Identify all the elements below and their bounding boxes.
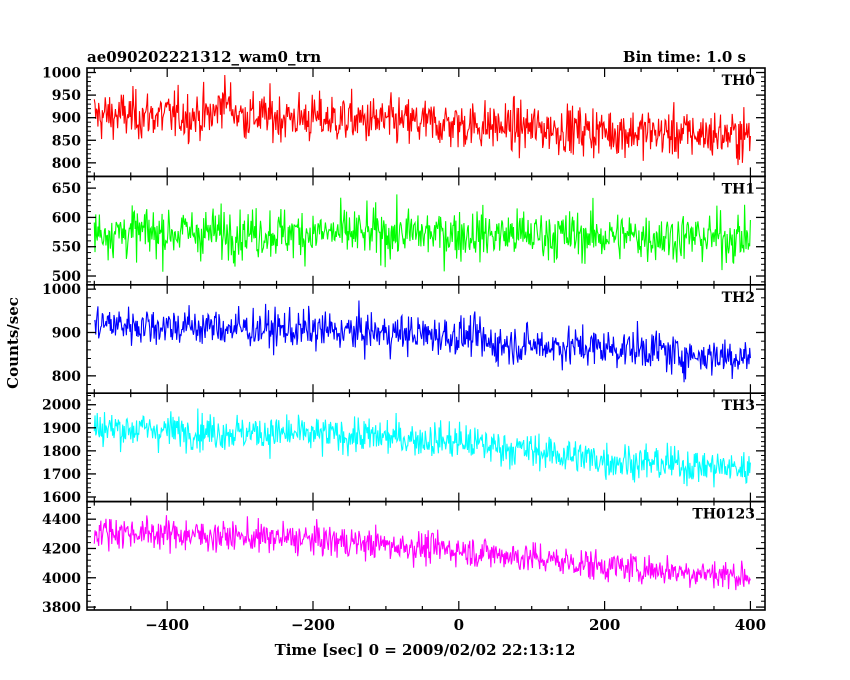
panel-label: TH0123: [692, 507, 755, 523]
y-tick-label: 600: [52, 210, 81, 226]
y-tick-label: 500: [52, 269, 81, 285]
y-tick-label: 3800: [42, 600, 81, 616]
y-tick-label: 1600: [42, 490, 81, 506]
panel-th1: 500 550 600 650 TH1: [52, 175, 766, 286]
series-line-th1: [93, 194, 751, 272]
series-line-th3: [93, 408, 751, 488]
y-tick-label: 4000: [42, 571, 81, 587]
y-tick-label: 550: [52, 240, 81, 256]
observation-title: ae090202221312_wam0_trn: [87, 48, 321, 66]
x-tick-label: −200: [291, 616, 335, 634]
series-line-th2: [93, 300, 751, 383]
panel-frame: [86, 500, 766, 611]
panel-stack: 800 850 900 950 1000 TH0 500 550 600 650 TH1 800 900…: [42, 66, 766, 634]
x-tick-label: −400: [145, 616, 189, 634]
y-tick-label: 800: [52, 156, 81, 172]
y-tick-label: 1000: [42, 66, 81, 82]
panel-th0: 800 850 900 950 1000 TH0: [42, 66, 766, 178]
x-tick-label: 0: [454, 616, 464, 634]
y-tick-label: 1900: [42, 421, 81, 437]
y-tick-label: 950: [52, 88, 81, 104]
y-tick-label: 650: [52, 181, 81, 197]
x-tick-label: 200: [589, 616, 620, 634]
y-axis-label: Counts/sec: [4, 297, 22, 389]
y-tick-label: 2000: [42, 398, 81, 414]
series-line-th0: [93, 74, 751, 166]
y-tick-label: 900: [52, 325, 81, 341]
y-tick-label: 1700: [42, 467, 81, 483]
panel-label: TH1: [722, 181, 755, 197]
y-tick-label: 4400: [42, 512, 81, 528]
panel-th2: 800 900 1000 TH2: [42, 282, 766, 394]
x-axis-label: Time [sec] 0 = 2009/02/02 22:13:12: [275, 641, 576, 659]
series-line-th0123: [93, 515, 751, 591]
x-tick-label: 400: [735, 616, 766, 634]
y-tick-label: 1000: [42, 282, 81, 298]
panel-label: TH0: [722, 73, 756, 89]
panel-frame: [86, 392, 766, 503]
y-tick-label: 900: [52, 111, 81, 127]
y-tick-label: 850: [52, 133, 81, 149]
panel-th0123: 3800 4000 4200 4400 TH0123: [42, 500, 766, 616]
y-tick-label: 1800: [42, 444, 81, 460]
panel-label: TH2: [722, 290, 755, 306]
panel-label: TH3: [722, 398, 755, 414]
panel-th3: 1600 1700 1800 1900 2000 TH3: [42, 392, 766, 506]
y-tick-label: 800: [52, 369, 81, 385]
bin-time-label: Bin time: 1.0 s: [623, 48, 746, 66]
y-tick-label: 4200: [42, 541, 81, 557]
